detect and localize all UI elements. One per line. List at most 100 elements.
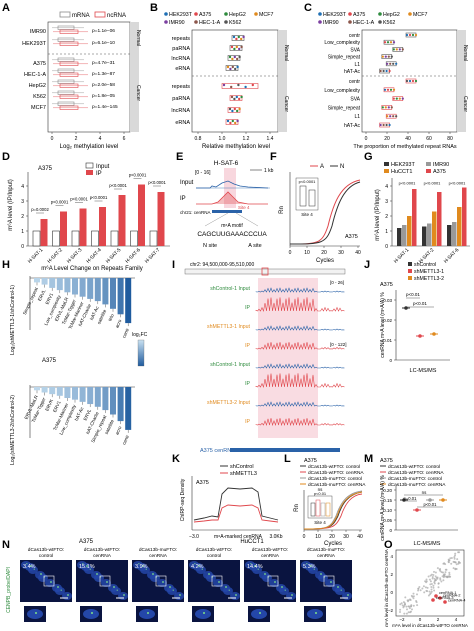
legend-label: dCas13b-wtFTO: control [388, 464, 440, 470]
coords-label: chr2: 94,500,000-95,510,000 [190, 262, 254, 268]
scatter-point [448, 571, 451, 574]
sample-dot [395, 48, 398, 51]
gene-title: H-SAT-6 [214, 160, 239, 167]
y-tick-label: 0 [390, 590, 393, 595]
panel-l: L A375 dCas13b-wtFTO: controldCas13b-wtF… [284, 453, 366, 547]
panel-c: C HEK293T A375 HepG2 MCF7 IMR90 HEC-1-A K562 N… [304, 2, 468, 150]
inset-label: Site 4 [301, 212, 313, 217]
scatter-point [430, 586, 433, 588]
sample-dot [231, 65, 234, 69]
sample-dot [232, 35, 236, 39]
sample-dot [381, 55, 384, 58]
row-label: repeats [172, 36, 191, 42]
group-label-cancer: Cancer [283, 96, 289, 112]
track-label: shControl-1 Input [210, 362, 250, 368]
sample-dot [386, 41, 390, 44]
y-tick-label: 0.15 [383, 498, 392, 503]
scatter-point [424, 580, 427, 583]
row-label: HEK293T [22, 41, 46, 47]
foci [315, 612, 317, 614]
sample-dot [389, 88, 393, 91]
x-tick-start: −3.0 [189, 534, 199, 540]
foci [225, 586, 227, 588]
sample-dot [238, 97, 241, 101]
chrom-label: chr21: cenRNA [180, 210, 211, 215]
panel-m: M A375 dCas13b-wtFTO: controldCas13b-wtF… [364, 453, 458, 547]
bar-input [71, 230, 80, 247]
y-tick-label: 0 [21, 244, 24, 250]
foci [169, 586, 171, 588]
scatter-point [454, 561, 457, 564]
condition-label: cenRNA [93, 553, 112, 559]
row-label: hAT-Ac [344, 123, 361, 129]
legend-label: HepG2 [229, 12, 246, 18]
scatter-point [405, 605, 408, 608]
sample-dot [390, 106, 393, 109]
data-point [428, 498, 432, 502]
inset-ns: ns [318, 487, 324, 492]
scatter-point [436, 577, 439, 580]
x-tick-label: 2 [437, 617, 440, 622]
bar-label: telo [107, 313, 115, 322]
nucleus [147, 571, 157, 579]
row-pval: p=2.0e−58 [92, 82, 115, 88]
scatter-point [442, 571, 444, 574]
input-track [196, 180, 269, 189]
zoom-box [267, 575, 279, 587]
signal-track [255, 373, 345, 389]
foci [106, 581, 108, 583]
bar-label: centr [121, 327, 130, 339]
foci [259, 612, 261, 614]
sample-dot [236, 57, 239, 61]
x-tick-label: −2 [399, 617, 405, 622]
signal-track [255, 418, 345, 427]
legend-swatch-ip [86, 170, 93, 175]
sample-dot [386, 88, 390, 91]
nucleus [45, 579, 55, 587]
bar [87, 278, 94, 299]
panel-k: K shControl shMETTL3 ChIRP-seq Density A… [172, 453, 283, 540]
bar-label: acro [114, 425, 122, 436]
sample-dot [392, 88, 396, 91]
foci [152, 573, 154, 575]
nucleus [137, 563, 147, 571]
scatter-point [441, 575, 444, 578]
foci [320, 573, 322, 575]
legend-label: dCas13b-muFTO: control [308, 476, 362, 482]
range-label-1: [0 - 26] [330, 280, 344, 285]
bar-pval: p<0.0001 [449, 181, 467, 186]
zoom-box [43, 575, 55, 587]
curve-n [289, 181, 361, 245]
scatter-point [403, 612, 406, 615]
sample-dot [236, 119, 239, 123]
scatter-point [455, 568, 458, 570]
scatter-point [434, 571, 437, 574]
x-tick-label: 0 [289, 250, 292, 256]
y-tick-label: 0.02 [383, 318, 392, 323]
y-tick-label: 0 [389, 358, 392, 363]
bar-input [130, 230, 138, 247]
x-tick-label: 4 [99, 136, 102, 142]
legend-shmettl3: shMETTL3 [230, 471, 257, 477]
scatter-point [402, 601, 405, 604]
foci [67, 594, 69, 596]
x-tick-label: H-SAT-4 [85, 247, 103, 265]
scatter-point [457, 562, 460, 565]
bar [49, 387, 56, 395]
group-label-hucct1: HuCCT1 [240, 539, 264, 545]
panel-d: D A375 Input IP m⁶A level (IP/Input) 0 1 2… [2, 151, 170, 265]
nucleus [269, 579, 279, 587]
scatter-point [444, 571, 447, 574]
x-tick-label: 6 [123, 136, 126, 142]
row-label: MCF7 [31, 105, 46, 111]
row-pval: p=1.1e−06 [92, 28, 115, 34]
row-pval: p=1.8e−05 [92, 93, 115, 99]
panel-i: I chr2: 94,500,000-95,510,000 [0 - 26] [… [172, 259, 347, 454]
row-pval: p=1.3e−87 [92, 71, 115, 77]
track-label: IP [245, 419, 250, 425]
legend-label: A375 [199, 12, 211, 18]
bar-input [32, 230, 41, 247]
scatter-point [450, 562, 453, 565]
legend-label: A375 [433, 169, 446, 175]
legend-label: HEK293T [169, 12, 193, 18]
